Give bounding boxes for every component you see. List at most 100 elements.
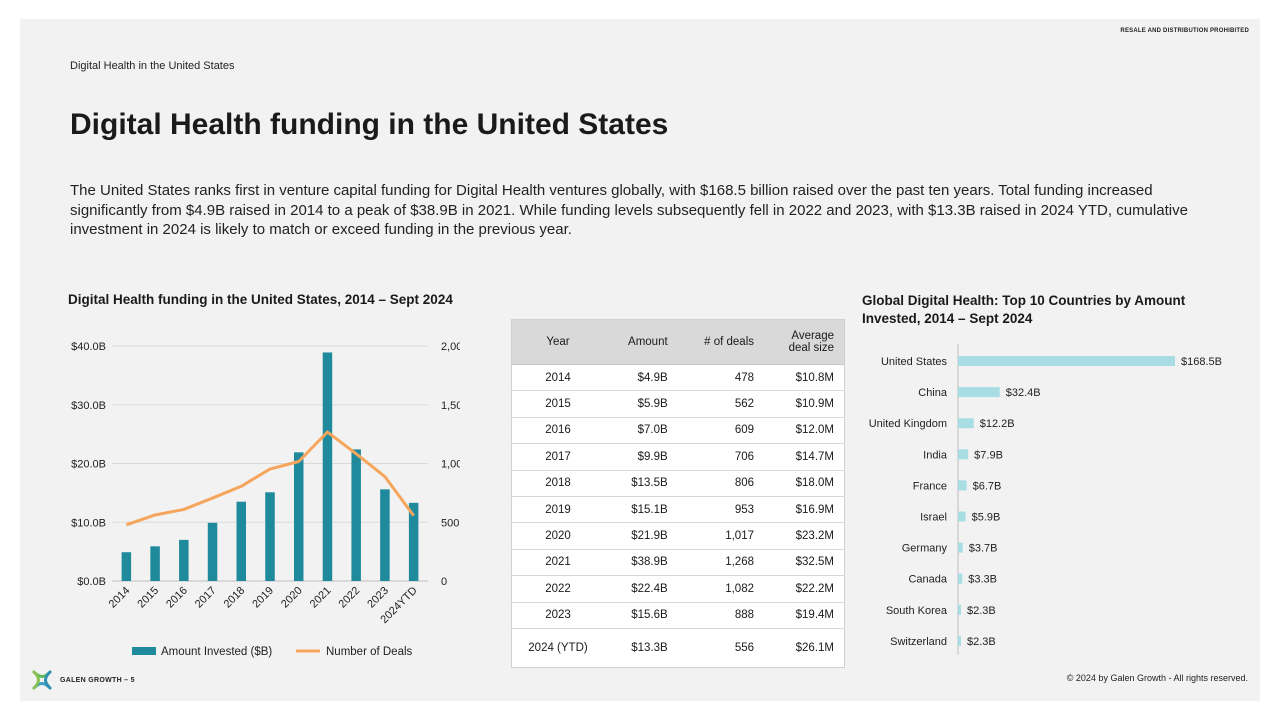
- cell-average-deal-size: $16.9M: [764, 495, 845, 523]
- x-tick-label: 2020: [279, 585, 305, 611]
- y-right-tick-label: 0: [441, 576, 447, 588]
- header-average-deal-size: Average deal size: [764, 319, 845, 365]
- country-label: Germany: [902, 543, 948, 555]
- country-value-label: $168.5B: [1181, 356, 1222, 368]
- y-left-tick-label: $20.0B: [71, 459, 106, 471]
- x-tick-label: 2016: [164, 585, 190, 611]
- bar-amount-invested: [236, 501, 247, 581]
- x-tick-label: 2019: [250, 585, 276, 611]
- bar-amount-invested: [293, 452, 304, 581]
- country-value-label: $7.9B: [974, 449, 1003, 461]
- country-bar: [958, 356, 1175, 366]
- galen-growth-logo-icon: [32, 670, 52, 690]
- table-row: 2023 $15.6B 888 $19.4M: [511, 601, 845, 629]
- country-label: Canada: [908, 574, 947, 586]
- y-left-tick-label: $40.0B: [71, 341, 106, 353]
- country-label: India: [923, 449, 948, 461]
- x-tick-label: 2021: [308, 585, 334, 611]
- cell-year: 2018: [511, 469, 604, 497]
- table-row: 2019 $15.1B 953 $16.9M: [511, 495, 845, 523]
- cell-deals: 706: [677, 443, 764, 471]
- cell-average-deal-size: $26.1M: [764, 627, 845, 668]
- country-bar: [958, 449, 969, 460]
- cell-year: 2024 (YTD): [511, 627, 604, 668]
- country-value-label: $6.7B: [973, 480, 1002, 492]
- y-right-tick-label: 500: [441, 517, 459, 529]
- table-row: 2021 $38.9B 1,268 $32.5M: [511, 548, 845, 576]
- bar-amount-invested: [207, 522, 218, 581]
- cell-year: 2021: [511, 548, 604, 576]
- cell-deals: 888: [677, 601, 764, 629]
- countries-bar-chart: United States $168.5B China $32.4B United Ki…: [869, 344, 1222, 655]
- table-body: 2014 $4.9B 478 $10.8M 2015 $5.9B 562 $10.9M 2016…: [511, 363, 845, 668]
- country-value-label: $5.9B: [972, 512, 1001, 524]
- cell-year: 2014: [511, 363, 604, 391]
- cell-amount: $21.9B: [604, 522, 678, 550]
- table-row: 2014 $4.9B 478 $10.8M: [511, 363, 845, 391]
- table-row: 2015 $5.9B 562 $10.9M: [511, 390, 845, 418]
- cell-average-deal-size: $18.0M: [764, 469, 845, 497]
- country-value-label: $32.4B: [1006, 387, 1041, 399]
- country-value-label: $3.7B: [969, 543, 998, 555]
- country-bar: [958, 480, 967, 491]
- cell-amount: $22.4B: [604, 575, 678, 603]
- x-tick-label: 2018: [222, 585, 248, 611]
- country-bar: [958, 542, 963, 553]
- bar-amount-invested: [179, 539, 189, 581]
- page-title: Digital Health funding in the United Sta…: [70, 108, 669, 141]
- y-right-tick-label: 2,000: [441, 341, 460, 353]
- bar-amount-invested: [351, 449, 361, 581]
- cell-year: 2019: [511, 495, 604, 523]
- distribution-notice: RESALE AND DISTRIBUTION PROHIBITED: [1120, 28, 1249, 34]
- cell-amount: $9.9B: [604, 443, 678, 471]
- legend-swatch-amount: [132, 647, 156, 655]
- cell-year: 2023: [511, 601, 604, 629]
- country-label: United Kingdom: [869, 418, 947, 430]
- cell-amount: $5.9B: [604, 390, 678, 418]
- bar-amount-invested: [380, 489, 390, 581]
- country-value-label: $3.3B: [968, 574, 997, 586]
- copyright-text: © 2024 by Galen Growth - All rights rese…: [1066, 673, 1248, 683]
- cell-year: 2020: [511, 522, 604, 550]
- y-left-tick-label: $30.0B: [71, 400, 106, 412]
- cell-average-deal-size: $14.7M: [764, 443, 845, 471]
- cell-deals: 806: [677, 469, 764, 497]
- country-bar: [958, 635, 961, 646]
- x-tick-label: 2015: [135, 585, 161, 611]
- description-text: The United States ranks first in venture…: [70, 182, 1188, 238]
- countries-chart-title: Global Digital Health: Top 10 Countries …: [862, 293, 1186, 326]
- x-tick-label: 2017: [193, 585, 219, 611]
- table-row: 2016 $7.0B 609 $12.0M: [511, 416, 845, 444]
- legend-label-amount: Amount Invested ($B): [161, 646, 272, 658]
- country-label: China: [918, 387, 948, 399]
- x-tick-label: 2022: [337, 585, 363, 611]
- funding-combo-chart: $0.0B $10.0B $20.0B $30.0B $40.0B 0 500 1,000 1,…: [71, 341, 460, 658]
- country-value-label: $2.3B: [967, 605, 996, 617]
- table-row: 2024 (YTD) $13.3B 556 $26.1M: [511, 627, 845, 668]
- table-row: 2020 $21.9B 1,017 $23.2M: [511, 522, 845, 550]
- y-right-tick-label: 1,000: [441, 459, 460, 471]
- cell-deals: 562: [677, 390, 764, 418]
- y-left-tick-label: $10.0B: [71, 517, 106, 529]
- breadcrumb: Digital Health in the United States: [70, 60, 235, 72]
- bar-amount-invested: [265, 492, 275, 581]
- cell-deals: 478: [677, 363, 764, 391]
- cell-amount: $15.6B: [604, 601, 678, 629]
- legend-label-deals: Number of Deals: [326, 646, 413, 658]
- bar-amount-invested: [121, 552, 132, 581]
- country-bar: [958, 573, 963, 584]
- header-deals: # of deals: [677, 319, 764, 365]
- country-bar: [958, 387, 1000, 398]
- header-year: Year: [511, 319, 604, 365]
- cell-year: 2016: [511, 416, 604, 444]
- table-header-row: Year Amount # of deals Average deal size: [511, 319, 845, 365]
- header-amount: Amount: [604, 319, 678, 365]
- y-right-tick-label: 1,500: [441, 400, 460, 412]
- cell-deals: 953: [677, 495, 764, 523]
- cell-deals: 1,268: [677, 548, 764, 576]
- country-value-label: $12.2B: [980, 418, 1015, 430]
- funding-chart-title: Digital Health funding in the United Sta…: [68, 292, 453, 307]
- cell-amount: $13.3B: [604, 627, 678, 668]
- cell-average-deal-size: $10.8M: [764, 363, 845, 391]
- funding-table: Year Amount # of deals Average deal size…: [511, 319, 845, 668]
